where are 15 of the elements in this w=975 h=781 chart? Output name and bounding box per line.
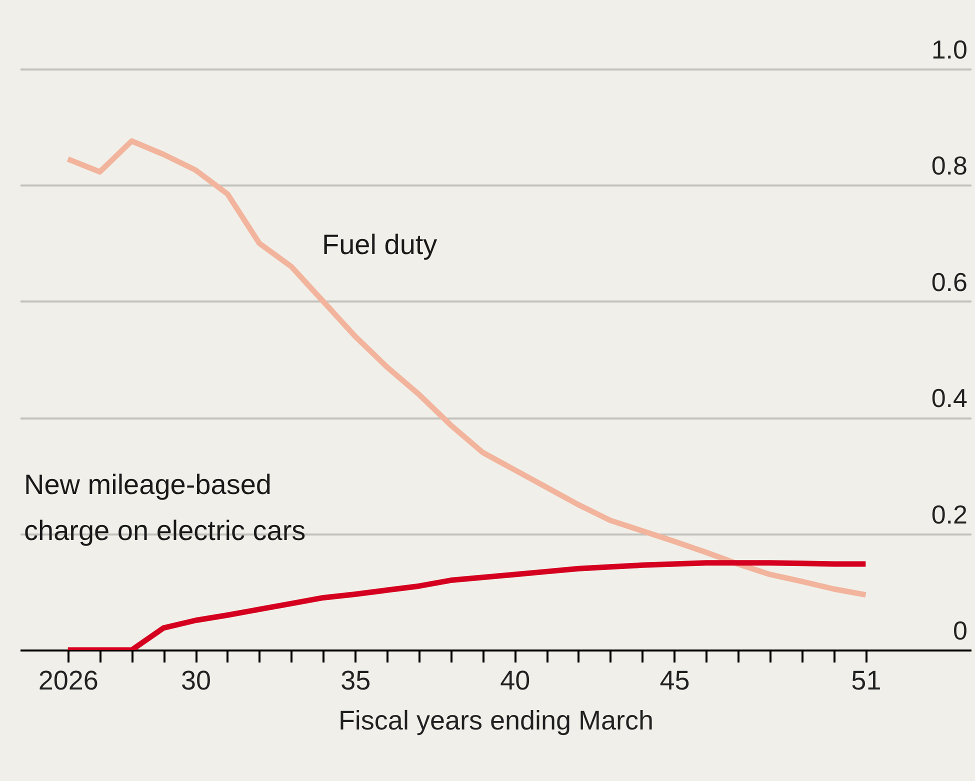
x-tick-label: 2026 xyxy=(38,666,98,696)
y-tick-label: 0.4 xyxy=(931,383,968,414)
x-axis-title: Fiscal years ending March xyxy=(338,706,654,736)
y-tick-label: 0 xyxy=(953,616,968,646)
y-tick-label: 1.0 xyxy=(931,34,968,64)
series-label: New mileage-based charge on electric cars xyxy=(24,469,306,546)
y-tick-label: 0.8 xyxy=(931,150,968,181)
series-label: Fuel duty xyxy=(322,229,438,260)
x-tick-label: 45 xyxy=(660,666,690,696)
x-tick-label: 35 xyxy=(340,666,371,696)
y-tick-label: 0.6 xyxy=(931,266,968,297)
x-tick-label: 51 xyxy=(851,666,882,696)
y-tick-label: 0.2 xyxy=(931,499,968,530)
x-tick-label: 40 xyxy=(500,666,530,696)
x-tick-label: 30 xyxy=(180,666,212,696)
